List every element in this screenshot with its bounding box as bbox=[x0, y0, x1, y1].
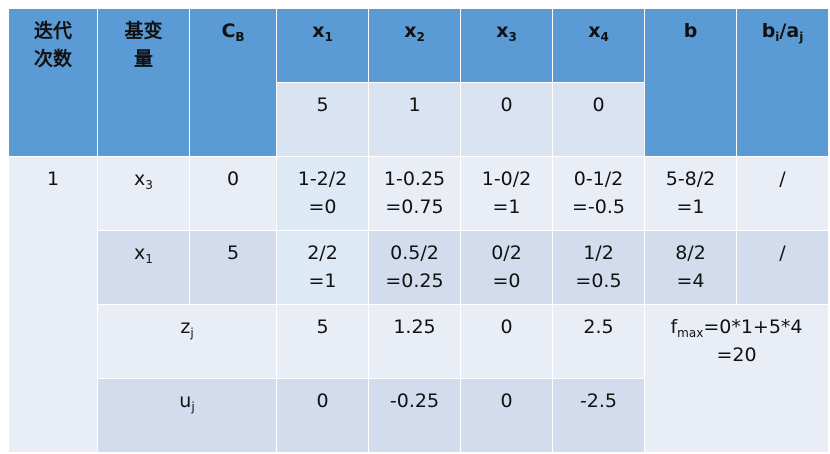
coef-cell: 0-1/2 =-0.5 bbox=[552, 156, 645, 231]
header-x4: x4 bbox=[552, 8, 645, 83]
ratio-value: / bbox=[736, 156, 829, 231]
uj-value: 0 bbox=[276, 378, 369, 453]
coef-cell: 2/2 =1 bbox=[276, 230, 369, 305]
zj-value: 5 bbox=[276, 304, 369, 379]
uj-value: -2.5 bbox=[552, 378, 645, 453]
b-value: 5-8/2 =1 bbox=[644, 156, 737, 231]
coef-cell: 0.5/2 =0.25 bbox=[368, 230, 461, 305]
uj-value: -0.25 bbox=[368, 378, 461, 453]
header-b: b bbox=[644, 8, 737, 157]
b-value: 8/2 =4 bbox=[644, 230, 737, 305]
zj-value: 2.5 bbox=[552, 304, 645, 379]
iteration-number: 1 bbox=[8, 156, 98, 453]
basic-var-x1: x1 bbox=[97, 230, 190, 305]
header-iteration: 迭代次数 bbox=[8, 8, 98, 157]
coef-cell: 1/2 =0.5 bbox=[552, 230, 645, 305]
uj-label: uj bbox=[97, 378, 277, 453]
header-x3: x3 bbox=[460, 8, 553, 83]
coef-cell: 1-2/2 =0 bbox=[276, 156, 369, 231]
fmax-cell: fmax=0*1+5*4 =20 bbox=[644, 304, 829, 453]
cost-x3: 0 bbox=[460, 82, 553, 157]
header-cb: CB bbox=[189, 8, 277, 157]
cost-x2: 1 bbox=[368, 82, 461, 157]
cb-value: 5 bbox=[189, 230, 277, 305]
zj-value: 0 bbox=[460, 304, 553, 379]
zj-label: zj bbox=[97, 304, 277, 379]
coef-cell: 1-0.25 =0.75 bbox=[368, 156, 461, 231]
uj-value: 0 bbox=[460, 378, 553, 453]
zj-value: 1.25 bbox=[368, 304, 461, 379]
coef-cell: 0/2 =0 bbox=[460, 230, 553, 305]
simplex-table: 迭代次数 基变量 CB x1 x2 x3 x4 b bi/aj 5 1 0 0 … bbox=[8, 8, 829, 453]
coef-cell: 1-0/2 =1 bbox=[460, 156, 553, 231]
header-x2: x2 bbox=[368, 8, 461, 83]
header-basic-var: 基变量 bbox=[97, 8, 190, 157]
ratio-value: / bbox=[736, 230, 829, 305]
cost-x1: 5 bbox=[276, 82, 369, 157]
basic-var-x3: x3 bbox=[97, 156, 190, 231]
header-x1: x1 bbox=[276, 8, 369, 83]
cost-x4: 0 bbox=[552, 82, 645, 157]
cb-value: 0 bbox=[189, 156, 277, 231]
header-ratio: bi/aj bbox=[736, 8, 829, 157]
